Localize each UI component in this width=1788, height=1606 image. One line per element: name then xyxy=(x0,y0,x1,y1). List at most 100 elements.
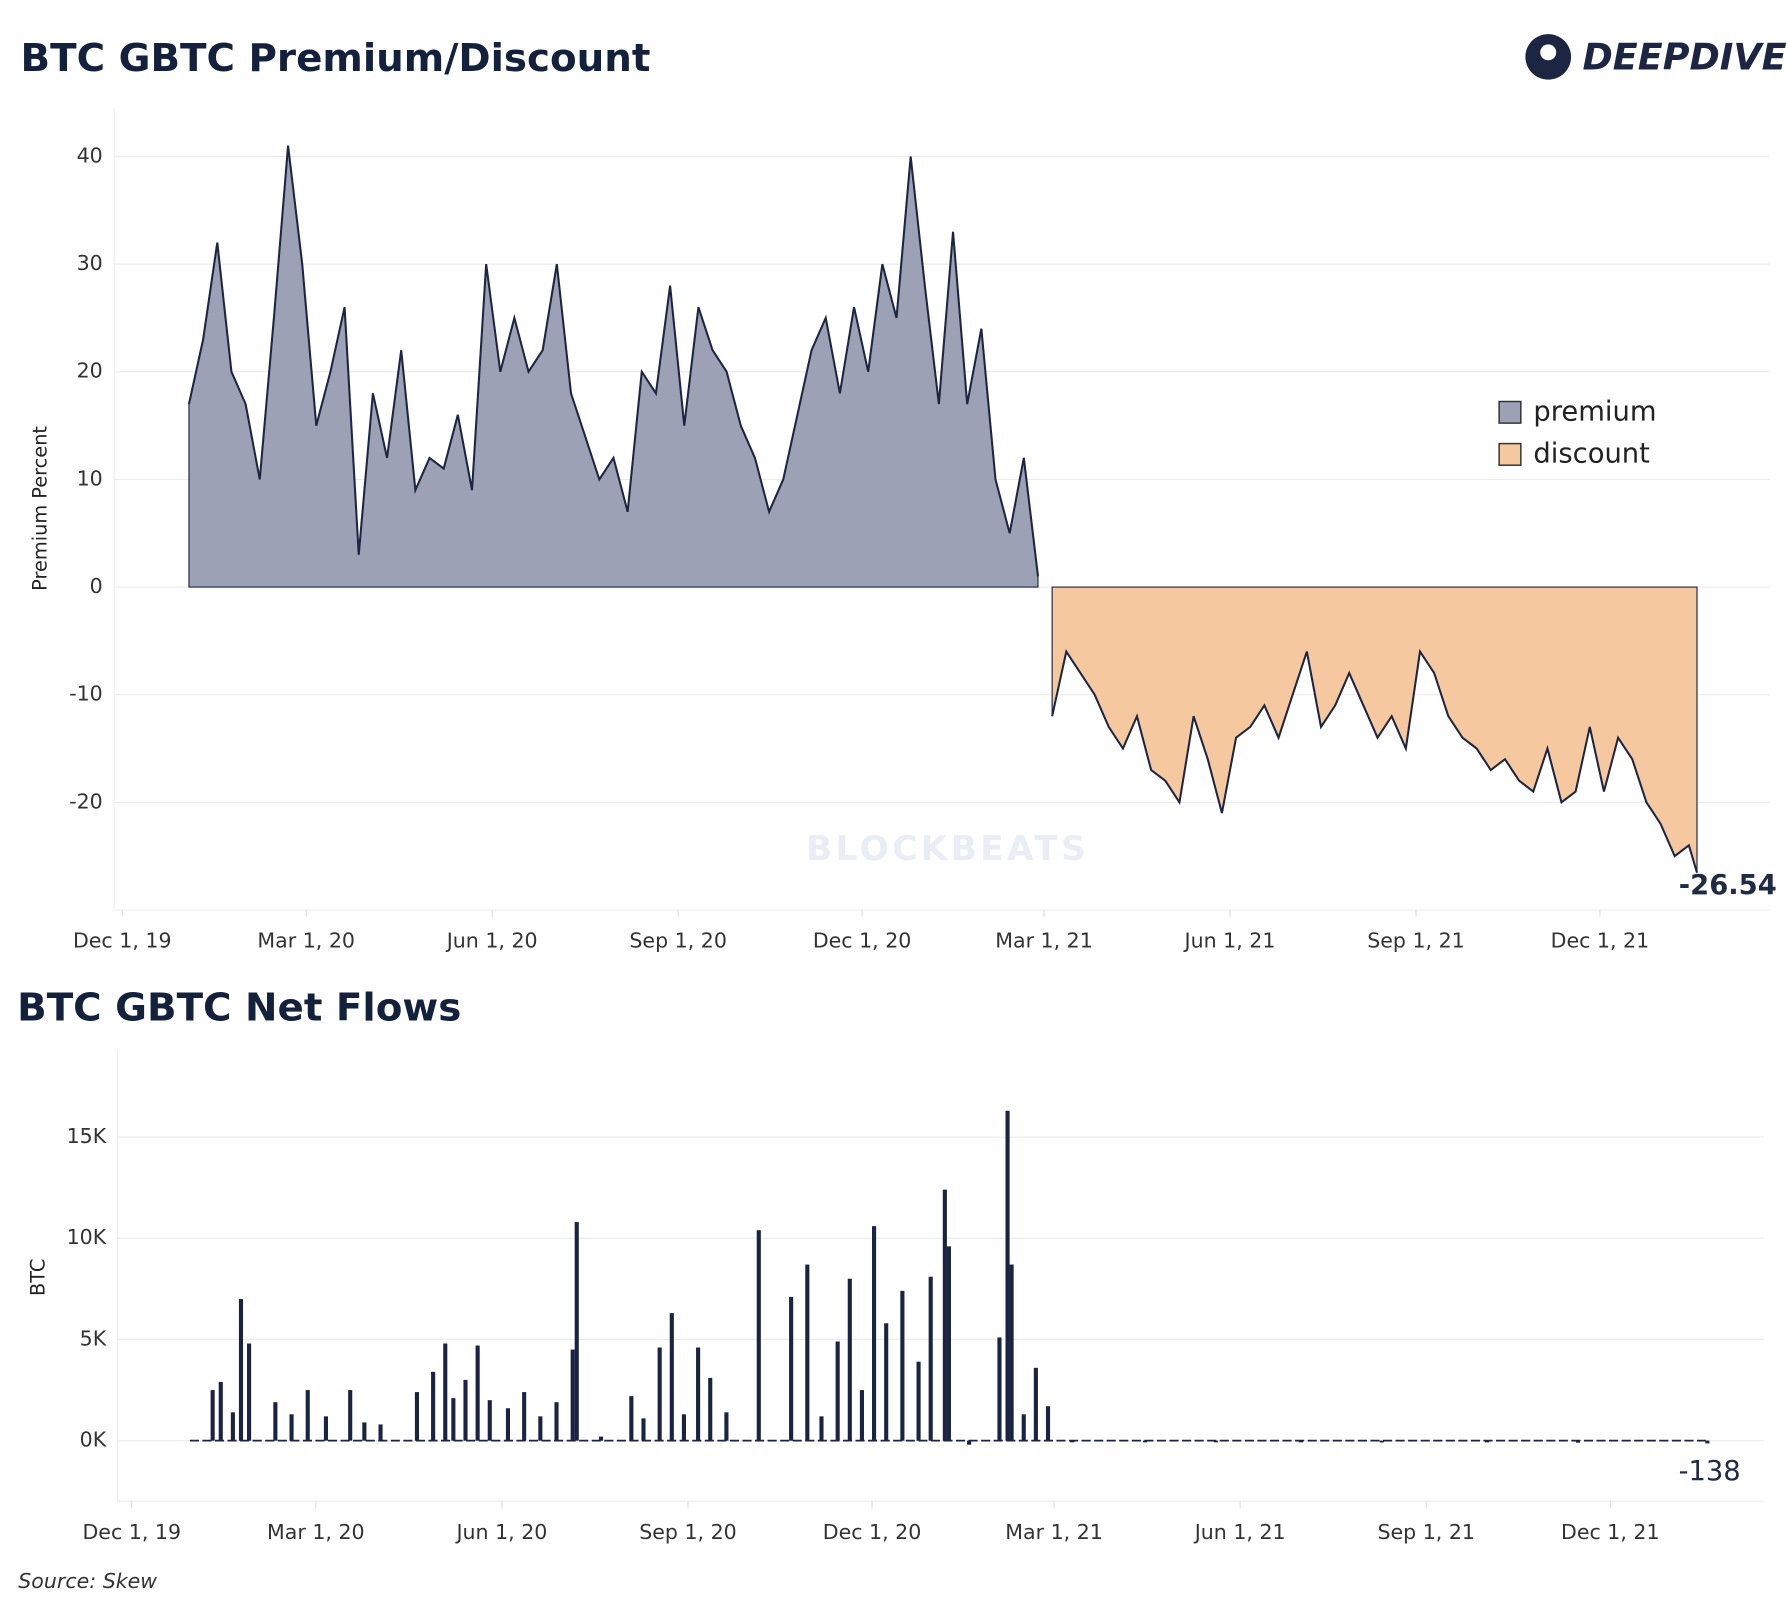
x-tick-label: Jun 1, 20 xyxy=(445,929,538,953)
bar xyxy=(348,1390,353,1441)
x-tick-label: Dec 1, 20 xyxy=(823,1520,922,1544)
area-fill xyxy=(188,145,1039,588)
x-tick-label: Jun 1, 21 xyxy=(1183,929,1276,953)
bar xyxy=(218,1381,223,1441)
bar xyxy=(554,1402,559,1441)
bar xyxy=(641,1418,646,1441)
bar xyxy=(1575,1440,1580,1443)
y-tick-label: 10 xyxy=(77,466,103,490)
x-tick-label: Jun 1, 21 xyxy=(1193,1520,1286,1544)
x-tick-label: Sep 1, 20 xyxy=(639,1520,737,1544)
x-tick-label: Sep 1, 21 xyxy=(1367,929,1465,953)
bar xyxy=(247,1343,252,1441)
x-tick-label: Mar 1, 21 xyxy=(1005,1520,1103,1544)
legend-swatch xyxy=(1498,442,1522,466)
source-note: Source: Skew xyxy=(18,1569,157,1593)
y-tick-label: 0 xyxy=(90,574,103,598)
bar xyxy=(872,1226,877,1441)
bar xyxy=(414,1392,420,1441)
data-label: -138 xyxy=(1679,1456,1741,1487)
bar xyxy=(916,1361,921,1441)
bar xyxy=(475,1345,480,1441)
bar xyxy=(1213,1440,1218,1443)
bar xyxy=(570,1349,575,1441)
bar xyxy=(835,1341,840,1441)
bar xyxy=(230,1412,235,1441)
bar xyxy=(443,1343,448,1441)
logo: DEEPDIVE xyxy=(1525,34,1787,80)
bar xyxy=(305,1390,310,1441)
bar xyxy=(598,1436,604,1441)
bar xyxy=(629,1396,634,1441)
bar xyxy=(669,1313,674,1441)
bar xyxy=(451,1398,456,1441)
bar xyxy=(210,1390,215,1441)
chart-title: BTC GBTC Net Flows xyxy=(17,986,461,1031)
x-tick-label: Sep 1, 20 xyxy=(629,929,727,953)
logo-text: DEEPDIVE xyxy=(1582,36,1786,79)
bar xyxy=(946,1246,951,1441)
bar xyxy=(1379,1440,1384,1443)
bar xyxy=(900,1290,905,1441)
bar xyxy=(681,1414,686,1441)
logo-icon xyxy=(1540,44,1557,61)
x-tick-label: Dec 1, 19 xyxy=(82,1520,181,1544)
bar xyxy=(1009,1264,1014,1441)
bar xyxy=(805,1264,810,1441)
data-label: -26.54 xyxy=(1679,870,1777,901)
bar xyxy=(1070,1440,1075,1443)
x-tick-label: Mar 1, 20 xyxy=(257,929,355,953)
y-tick-label: 10K xyxy=(67,1225,107,1249)
bar xyxy=(1484,1440,1489,1443)
chart-title: BTC GBTC Premium/Discount xyxy=(21,36,651,81)
bar xyxy=(1045,1406,1051,1441)
bar xyxy=(487,1400,492,1441)
x-tick-label: Dec 1, 21 xyxy=(1551,929,1650,953)
bar xyxy=(997,1337,1002,1441)
bar xyxy=(522,1392,527,1441)
bar xyxy=(696,1347,701,1441)
bar xyxy=(1005,1110,1010,1441)
bar xyxy=(1705,1440,1710,1444)
bar xyxy=(847,1278,852,1441)
x-tick-label: Mar 1, 21 xyxy=(995,929,1093,953)
bar xyxy=(538,1416,543,1441)
y-tick-label: 0K xyxy=(80,1428,107,1452)
bar xyxy=(884,1323,889,1441)
x-tick-label: Dec 1, 19 xyxy=(73,929,172,953)
bar xyxy=(323,1416,328,1441)
bar xyxy=(1033,1367,1038,1441)
bar xyxy=(756,1230,761,1441)
bar xyxy=(967,1440,972,1445)
y-tick-label: 5K xyxy=(80,1326,107,1350)
bar xyxy=(928,1276,933,1441)
bar xyxy=(431,1371,436,1441)
bar xyxy=(1298,1440,1303,1443)
y-axis-label: BTC xyxy=(26,1259,49,1296)
bar xyxy=(362,1422,367,1441)
bar xyxy=(505,1408,511,1441)
legend-label: premium xyxy=(1533,396,1656,427)
bar xyxy=(574,1222,579,1441)
y-tick-label: -20 xyxy=(69,789,103,813)
bar xyxy=(708,1377,713,1441)
bar xyxy=(273,1402,278,1441)
bar xyxy=(819,1416,824,1441)
bar xyxy=(724,1412,729,1441)
bar xyxy=(289,1414,294,1441)
x-tick-label: Sep 1, 21 xyxy=(1377,1520,1475,1544)
line xyxy=(187,145,1039,577)
x-tick-label: Dec 1, 21 xyxy=(1561,1520,1660,1544)
bar xyxy=(789,1296,794,1441)
y-tick-label: 15K xyxy=(67,1124,107,1148)
y-axis-label: Premium Percent xyxy=(29,426,52,591)
bar xyxy=(657,1347,662,1441)
bar xyxy=(859,1390,864,1441)
y-tick-label: 30 xyxy=(77,251,103,275)
line xyxy=(1051,648,1698,874)
bar xyxy=(1021,1414,1026,1441)
x-tick-label: Mar 1, 20 xyxy=(267,1520,365,1544)
bar xyxy=(1143,1440,1148,1443)
